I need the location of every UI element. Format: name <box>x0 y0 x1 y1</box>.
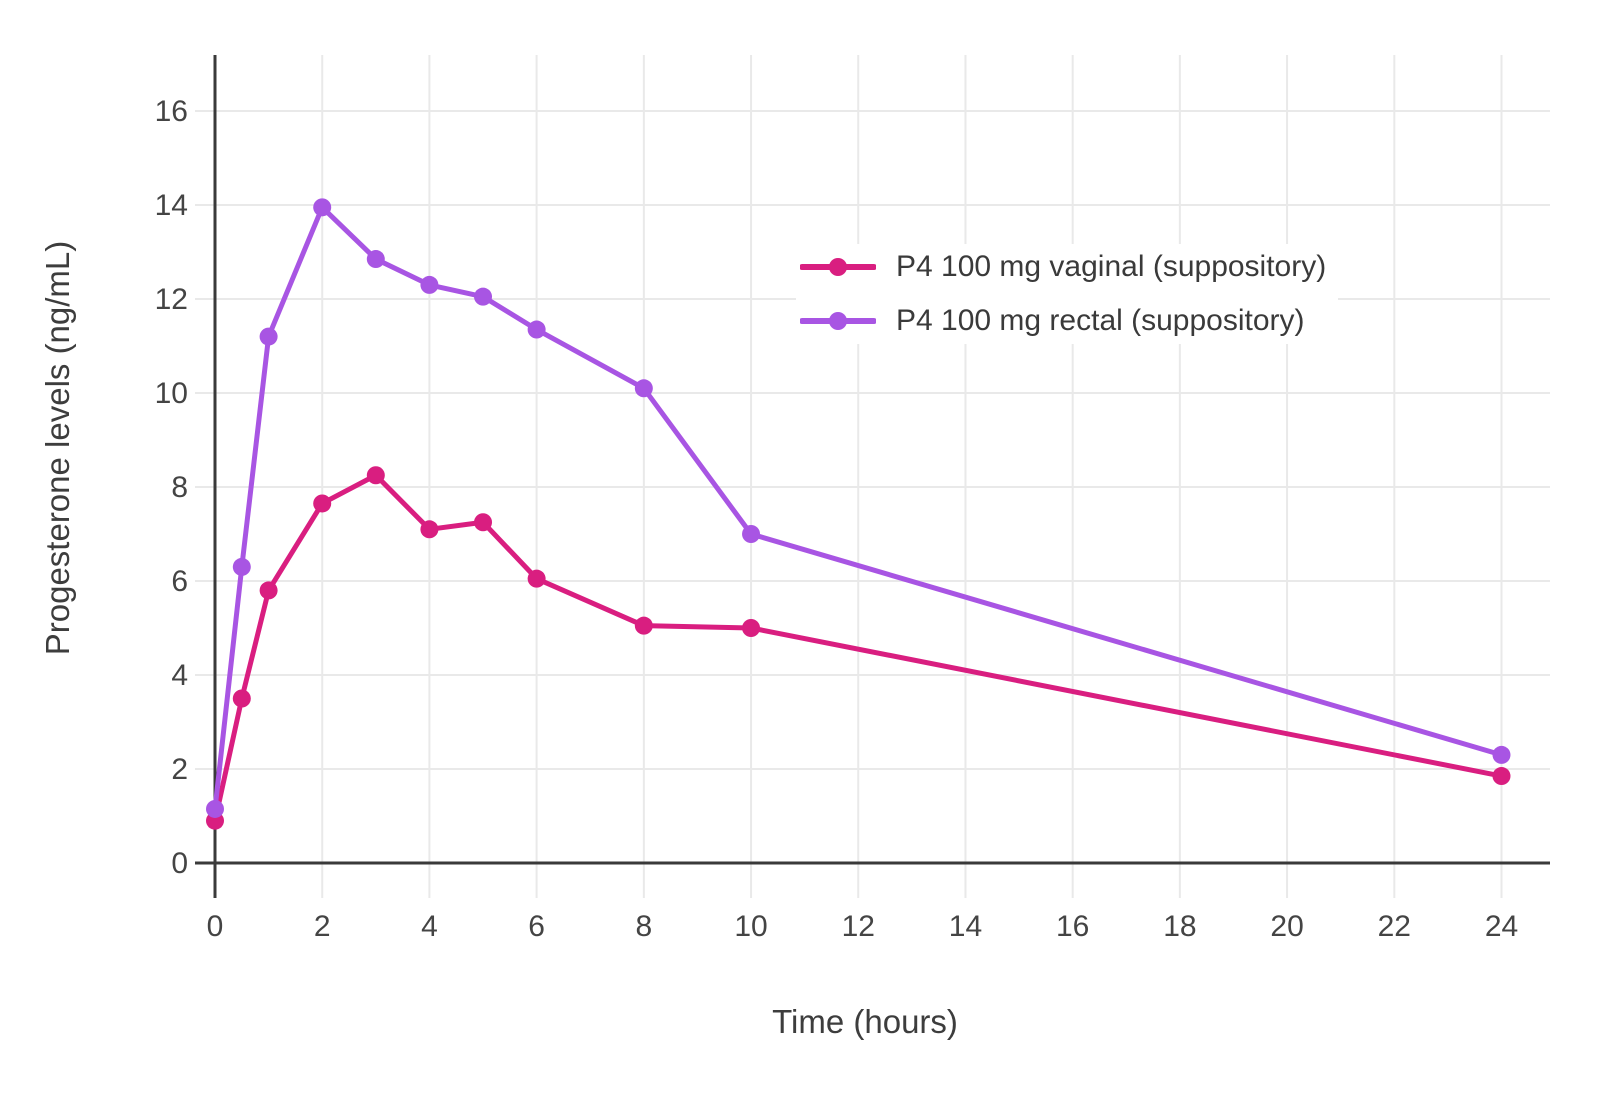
series-marker-0 <box>366 466 385 485</box>
x-tick-label: 2 <box>314 910 331 943</box>
series-marker-0 <box>232 689 251 708</box>
legend-swatch-rectal-icon <box>800 312 876 330</box>
y-tick-label: 14 <box>155 189 188 222</box>
series-marker-0 <box>742 619 761 637</box>
series-marker-1 <box>259 327 278 346</box>
x-tick-label: 20 <box>1270 910 1303 943</box>
series-marker-1 <box>634 379 653 398</box>
series-marker-0 <box>474 513 493 532</box>
series-marker-1 <box>742 525 761 543</box>
x-tick-label: 16 <box>1056 910 1089 943</box>
legend: P4 100 mg vaginal (suppository) P4 100 m… <box>796 244 1339 344</box>
series-marker-0 <box>259 581 278 600</box>
x-tick-label: 0 <box>207 910 224 943</box>
series-marker-0 <box>313 494 332 513</box>
y-tick-label: 10 <box>155 377 188 410</box>
series-marker-1 <box>420 275 439 294</box>
series-marker-0 <box>527 569 546 588</box>
series-marker-0 <box>634 616 653 635</box>
x-tick-label: 6 <box>528 910 545 943</box>
series-marker-1 <box>366 250 385 269</box>
series-marker-1 <box>1492 745 1511 764</box>
y-tick-label: 16 <box>155 95 188 128</box>
y-tick-label: 0 <box>171 847 188 880</box>
x-tick-label: 12 <box>842 910 875 943</box>
x-tick-label: 4 <box>421 910 438 943</box>
y-tick-label: 2 <box>171 753 188 786</box>
y-tick-label: 4 <box>171 659 188 692</box>
x-tick-label: 18 <box>1163 910 1196 943</box>
series-marker-1 <box>474 287 493 306</box>
x-tick-label: 10 <box>734 910 767 943</box>
series-marker-1 <box>206 799 224 818</box>
legend-item-vaginal[interactable]: P4 100 mg vaginal (suppository) <box>800 248 1326 286</box>
x-tick-label: 22 <box>1378 910 1411 943</box>
legend-label-rectal: P4 100 mg rectal (suppository) <box>896 304 1305 337</box>
x-axis-title: Time (hours) <box>772 1003 958 1040</box>
series-marker-1 <box>313 198 332 217</box>
legend-label-vaginal: P4 100 mg vaginal (suppository) <box>896 250 1327 283</box>
x-tick-label: 14 <box>949 910 982 943</box>
series-marker-0 <box>420 520 439 539</box>
x-tick-label: 24 <box>1485 910 1518 943</box>
series-marker-0 <box>1492 767 1511 786</box>
series-marker-1 <box>527 320 546 339</box>
y-tick-label: 6 <box>171 565 188 598</box>
legend-item-rectal[interactable]: P4 100 mg rectal (suppository) <box>800 302 1326 340</box>
x-tick-label: 8 <box>635 910 652 943</box>
legend-swatch-vaginal-icon <box>800 258 876 276</box>
series-marker-1 <box>232 557 251 576</box>
y-tick-label: 8 <box>171 471 188 504</box>
y-axis-title: Progesterone levels (ng/mL) <box>39 240 76 656</box>
y-tick-label: 12 <box>155 283 188 316</box>
